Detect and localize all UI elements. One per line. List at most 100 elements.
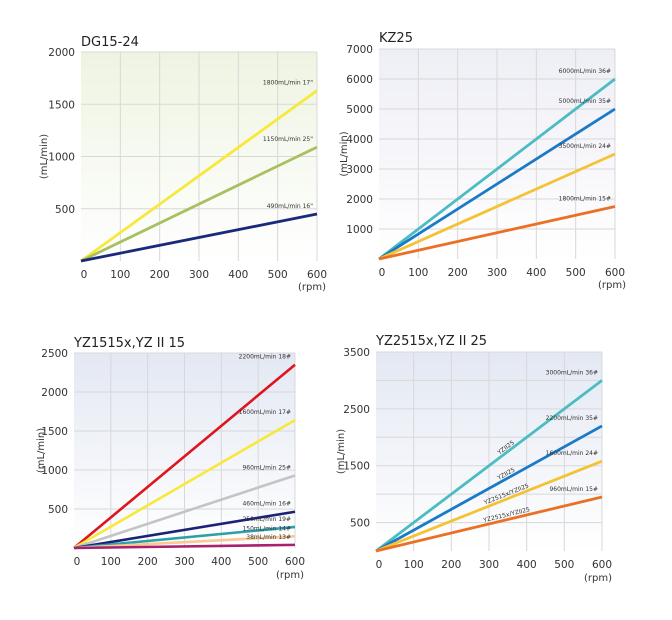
- y-tick-label: 2000: [346, 194, 373, 206]
- y-axis-label: (mL/min): [339, 131, 350, 176]
- y-tick-label: 2500: [41, 348, 68, 360]
- series-line: [73, 363, 296, 550]
- series-label: 2200mL/min 35#: [546, 415, 598, 422]
- x-tick-label: 300: [174, 556, 194, 568]
- series-line: [80, 212, 318, 263]
- x-tick-label: 0: [376, 559, 383, 571]
- series-label: 1800mL/min 15#: [559, 196, 611, 203]
- y-tick-label: 1500: [343, 461, 370, 473]
- y-tick-label: 1000: [346, 224, 373, 236]
- series-label: 960mL/min 15#: [549, 486, 598, 493]
- chart-title: YZ2515x,YZ II 25: [375, 334, 487, 349]
- series-label: 3000mL/min 36#: [546, 369, 598, 376]
- y-tick-label: 1000: [48, 152, 75, 164]
- series-line: [80, 89, 318, 263]
- x-tick-label: 600: [285, 556, 305, 568]
- series-line: [73, 535, 296, 550]
- series-label: 3500mL/min 24#: [559, 143, 611, 150]
- chart-title: YZ1515x,YZ II 15: [73, 336, 185, 351]
- series-label: 960mL/min 25#: [242, 464, 291, 471]
- series-line: [375, 459, 603, 553]
- x-tick-label: 300: [487, 267, 507, 279]
- chart-title: DG15-24: [81, 35, 139, 50]
- y-tick-label: 5000: [346, 104, 373, 116]
- x-axis-label: (rpm): [276, 570, 304, 581]
- series-label: 5000mL/min 35#: [559, 98, 611, 105]
- x-tick-label: 600: [592, 559, 612, 571]
- x-tick-label: 600: [307, 269, 327, 281]
- chart-4: YZ2515x,YZ II 25 500 1500 2500 3500 0 100 200 30…: [336, 334, 612, 584]
- series-line: [375, 379, 603, 553]
- y-axis-label: (mL/min): [336, 429, 347, 474]
- x-axis-label: (rpm): [584, 573, 612, 584]
- series-line: [73, 474, 296, 550]
- x-axis-label: (rpm): [298, 282, 326, 293]
- series-label: 1600mL/min 17#: [239, 409, 291, 416]
- series-label: 490mL/min 16": [267, 203, 314, 210]
- x-tick-label: 500: [268, 269, 288, 281]
- series-label: 2200mL/min 18#: [239, 354, 291, 361]
- x-tick-label: 500: [248, 556, 268, 568]
- x-tick-label: 200: [448, 267, 468, 279]
- y-tick-label: 500: [350, 518, 370, 530]
- x-tick-label: 0: [379, 267, 386, 279]
- y-axis-label: (mL/min): [39, 134, 50, 179]
- x-tick-label: 200: [138, 556, 158, 568]
- series-line: [375, 495, 603, 553]
- y-tick-label: 1000: [41, 465, 68, 477]
- series-label: 1150mL/min 25": [263, 136, 313, 143]
- series-line: [378, 107, 616, 261]
- y-tick-label: 7000: [346, 44, 373, 56]
- x-tick-label: 200: [441, 559, 461, 571]
- y-tick-label: 1500: [48, 99, 75, 111]
- series-line: [73, 525, 296, 550]
- series-line: [73, 543, 296, 550]
- series-line: [378, 77, 616, 261]
- x-tick-label: 0: [81, 269, 88, 281]
- x-axis-label: (rpm): [598, 280, 626, 291]
- y-tick-label: 2000: [48, 47, 75, 59]
- chart-3: YZ1515x,YZ II 15 500 1000 1500 2000 2500 0 100 2…: [36, 336, 305, 581]
- series-line: [375, 424, 603, 553]
- x-tick-label: 400: [211, 556, 231, 568]
- chart-2: KZ25 1000 2000 3000 4000 5000 6000 7000 0 100 200 3…: [339, 31, 626, 291]
- y-tick-label: 500: [55, 204, 75, 216]
- x-tick-label: 200: [150, 269, 170, 281]
- x-tick-label: 100: [110, 269, 130, 281]
- chart-title: KZ25: [379, 31, 413, 46]
- series-label: 460mL/min 16#: [242, 501, 291, 508]
- x-tick-label: 400: [517, 559, 537, 571]
- y-tick-label: 3000: [346, 164, 373, 176]
- x-tick-label: 0: [74, 556, 81, 568]
- series-label: 150mL/min 14#: [242, 525, 291, 532]
- x-tick-label: 400: [526, 267, 546, 279]
- series-label: 1600mL/min 24#: [546, 450, 598, 457]
- x-tick-label: 500: [554, 559, 574, 571]
- x-tick-label: 100: [404, 559, 424, 571]
- series-label: 38mL/min 13#: [246, 534, 291, 541]
- series-line: [378, 152, 616, 261]
- series-line: [80, 145, 318, 263]
- x-tick-label: 300: [479, 559, 499, 571]
- series-line: [73, 418, 296, 550]
- y-axis-label: (mL/min): [36, 428, 47, 473]
- series-label: 1800mL/min 17": [263, 80, 313, 87]
- chart-1: DG15-24 500 1000 1500 2000 0 100 200 300 400 500 60…: [39, 35, 327, 293]
- x-tick-label: 500: [566, 267, 586, 279]
- series-label: 250mL/min 19#: [242, 516, 291, 523]
- x-tick-label: 400: [228, 269, 248, 281]
- x-tick-label: 600: [605, 267, 625, 279]
- x-tick-label: 100: [101, 556, 121, 568]
- y-tick-label: 1500: [41, 426, 68, 438]
- x-tick-label: 300: [189, 269, 209, 281]
- series-line: [378, 205, 616, 261]
- y-tick-label: 2500: [343, 404, 370, 416]
- y-tick-label: 500: [48, 504, 68, 516]
- y-tick-label: 6000: [346, 74, 373, 86]
- y-tick-label: 4000: [346, 134, 373, 146]
- y-tick-label: 3500: [343, 347, 370, 359]
- y-tick-label: 2000: [41, 387, 68, 399]
- series-label: 6000mL/min 36#: [559, 68, 611, 75]
- series-line: [73, 510, 296, 550]
